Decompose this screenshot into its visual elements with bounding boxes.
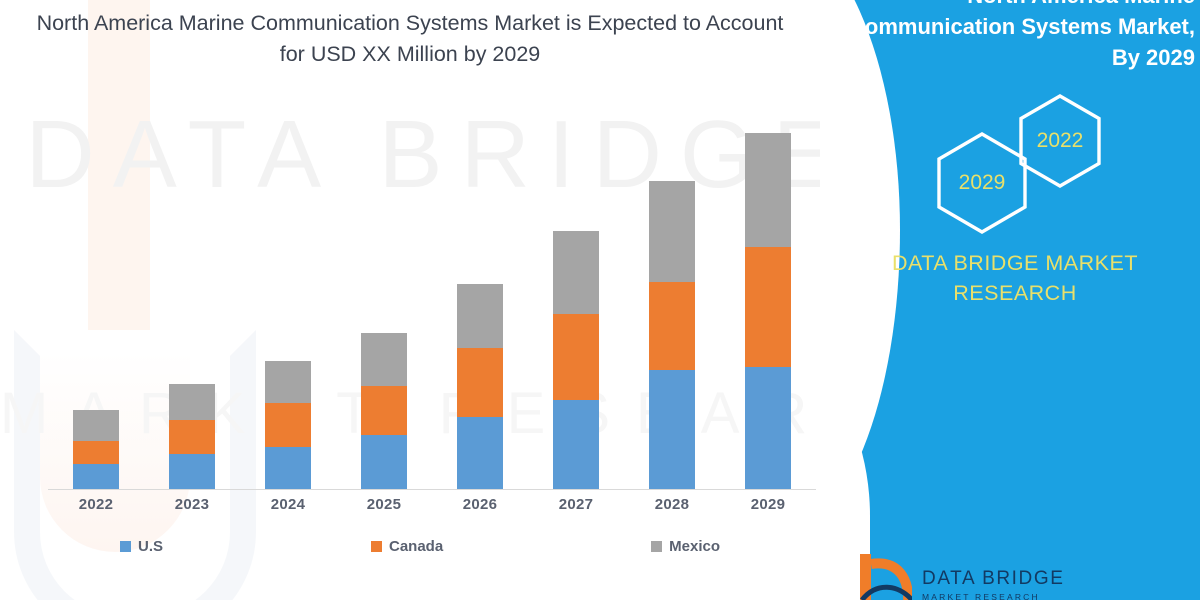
brand-line-1: DATA BRIDGE MARKET	[892, 251, 1138, 275]
watermark-text-secondary: MARKET RESEARCH	[0, 381, 880, 446]
plot-area	[48, 110, 816, 490]
x-tick-2022: 2022	[78, 496, 114, 513]
brand-line-2: RESEARCH	[953, 281, 1077, 305]
bar-segment-canada	[745, 246, 791, 367]
legend-item-canada[interactable]: Canada	[370, 538, 444, 555]
page-title: North America Marine Communication Syste…	[36, 11, 784, 66]
hexagon-2022-label: 2022	[1036, 129, 1084, 152]
x-tick-2024: 2024	[270, 496, 306, 513]
legend-item-mexico[interactable]: Mexico	[651, 538, 720, 555]
bar-segment-mexico	[265, 360, 311, 403]
bar-segment-canada	[265, 402, 311, 447]
legend-swatch-icon	[651, 541, 663, 552]
x-tick-2023: 2023	[174, 496, 210, 513]
bar-segment-canada	[649, 281, 695, 371]
stacked-bar	[265, 360, 311, 489]
bar-segment-mexico	[457, 283, 503, 348]
hexagon-badges: 2022 2029	[820, 85, 1200, 234]
chart-legend: U.S Canada Mexico	[120, 538, 720, 555]
stacked-bar	[73, 410, 119, 489]
legend-label: Canada	[388, 538, 444, 555]
bar-segment-canada	[553, 314, 599, 400]
panel-title: North America Marine Communication Syste…	[849, 0, 1195, 70]
x-tick-2029: 2029	[750, 496, 786, 513]
legend-label: Mexico	[669, 538, 720, 555]
stacked-bar	[649, 180, 695, 489]
bar-column-2028	[624, 180, 720, 489]
bar-segment-mexico	[745, 133, 791, 247]
bar-column-2022	[48, 410, 144, 489]
bar-column-2023	[144, 383, 240, 489]
bar-segment-mexico	[553, 231, 599, 315]
legend-swatch-icon	[120, 541, 131, 552]
hexagon-2029-label: 2029	[958, 171, 1006, 194]
bar-segment-canada	[361, 385, 407, 436]
x-tick-2026: 2026	[462, 496, 498, 513]
bar-segment-us	[649, 370, 695, 489]
chart-panel: DATA BRIDGE MARKET RESEARCH North Americ…	[0, 0, 880, 600]
bar-segment-us	[265, 446, 311, 489]
logo-wordmark: DATA BRIDGE	[922, 568, 1065, 589]
bar-segment-canada	[73, 440, 119, 464]
stacked-bar	[745, 133, 791, 489]
logo-tagline: MARKET RESEARCH	[922, 592, 1040, 600]
background-watermark-band	[88, 0, 150, 330]
bar-segment-us	[361, 435, 407, 489]
watermark-letter-r: R	[820, 132, 914, 278]
bar-group	[48, 110, 816, 489]
background-watermark-arc	[14, 330, 256, 600]
bar-segment-canada	[169, 419, 215, 455]
stacked-bar	[553, 231, 599, 489]
bar-segment-canada	[457, 347, 503, 418]
stacked-bar	[169, 383, 215, 489]
bar-segment-us	[73, 463, 119, 489]
x-tick-2028: 2028	[654, 496, 690, 513]
bar-segment-us	[745, 366, 791, 489]
bar-column-2026	[432, 283, 528, 489]
legend-item-us[interactable]: U.S	[120, 538, 163, 555]
stacked-bar	[361, 333, 407, 489]
watermark-text-primary: DATA BRIDGE	[25, 101, 855, 208]
bar-segment-mexico	[73, 410, 119, 441]
bar-column-2027	[528, 231, 624, 489]
x-tick-2025: 2025	[366, 496, 402, 513]
legend-label: U.S	[138, 538, 164, 555]
bar-segment-us	[553, 399, 599, 489]
hexagon-2022: 2022	[1016, 93, 1104, 189]
x-axis-tick-labels: 2022 2023 2024 2025 2026 2027 2028 2029	[48, 496, 816, 513]
bar-segment-mexico	[169, 383, 215, 420]
bar-column-2029	[720, 133, 816, 489]
brand-name: DATA BRIDGE MARKET RESEARCH	[840, 248, 1190, 308]
legend-swatch-icon	[370, 541, 382, 552]
bar-segment-us	[169, 454, 215, 489]
bridge-logo-icon	[858, 548, 914, 600]
company-logo: DATA BRIDGE MARKET RESEARCH	[858, 548, 1065, 600]
hexagon-2029: 2029	[934, 131, 1030, 235]
bar-column-2025	[336, 333, 432, 489]
branding-panel: R North America Marine Communication Sys…	[820, 0, 1200, 600]
stacked-bar	[457, 283, 503, 489]
bar-segment-mexico	[649, 180, 695, 282]
bar-column-2024	[240, 360, 336, 489]
x-tick-2027: 2027	[558, 496, 594, 513]
x-axis-line	[48, 489, 816, 490]
bar-segment-mexico	[361, 333, 407, 386]
bar-segment-us	[457, 417, 503, 489]
